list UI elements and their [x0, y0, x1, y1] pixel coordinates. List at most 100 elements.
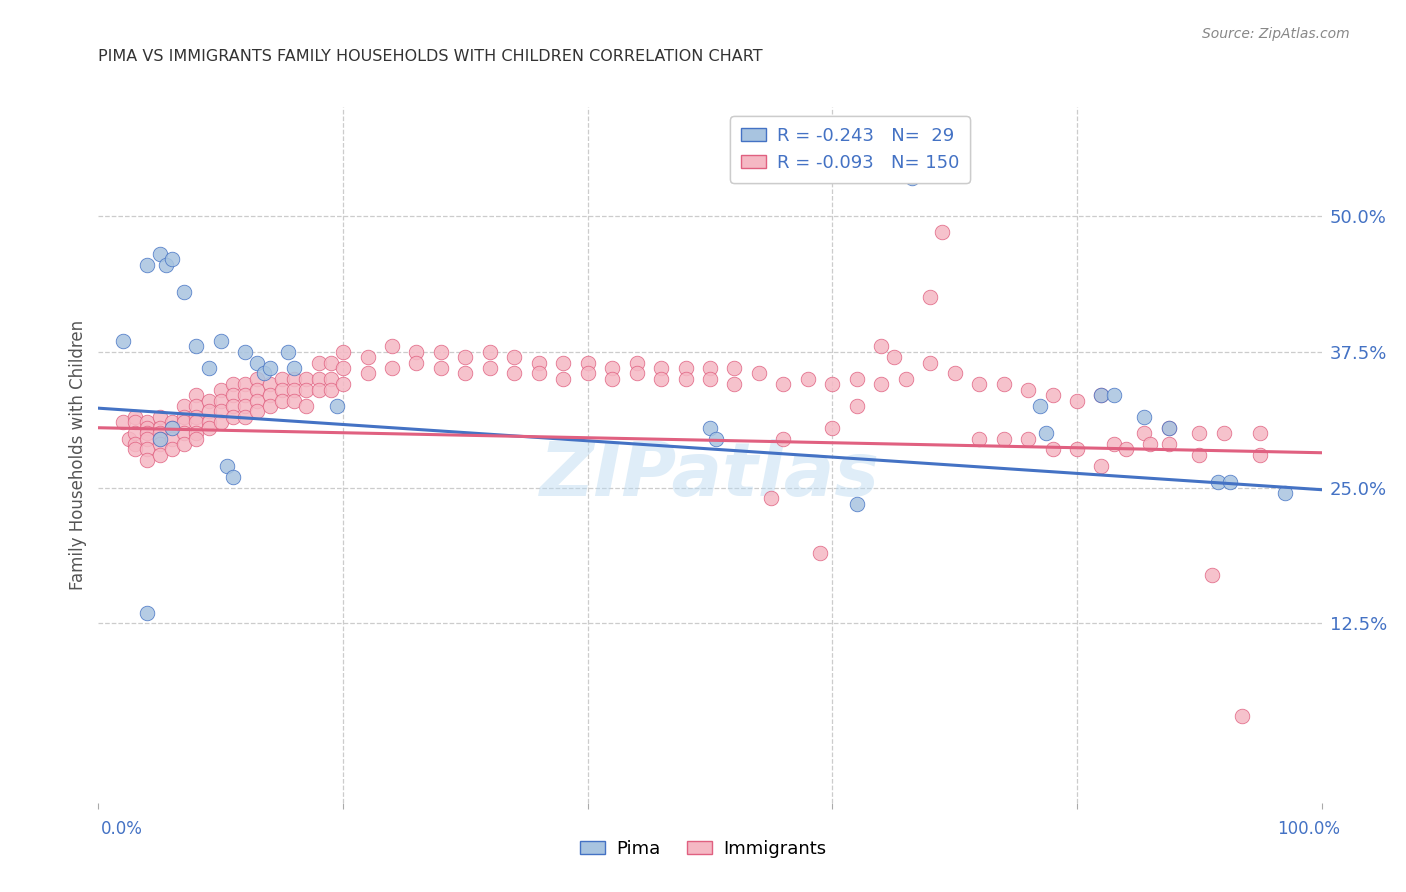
Point	[845, 372, 868, 386]
Text: ZIPatlas: ZIPatlas	[540, 439, 880, 512]
Point	[124, 442, 146, 457]
Point	[1029, 399, 1052, 413]
Point	[283, 372, 305, 386]
Point	[319, 372, 342, 386]
Point	[270, 372, 294, 386]
Point	[845, 497, 868, 511]
Point	[246, 372, 269, 386]
Point	[1212, 426, 1234, 441]
Point	[600, 361, 623, 376]
Point	[699, 361, 721, 376]
Point	[222, 469, 245, 483]
Point	[650, 361, 672, 376]
Point	[967, 377, 990, 392]
Point	[149, 247, 172, 261]
Point	[332, 361, 354, 376]
Point	[308, 355, 330, 369]
Point	[699, 421, 721, 435]
Point	[111, 415, 134, 429]
Point	[931, 225, 953, 239]
Point	[222, 388, 245, 402]
Point	[209, 383, 232, 397]
Point	[1066, 393, 1088, 408]
Point	[186, 426, 208, 441]
Point	[136, 453, 159, 467]
Point	[319, 355, 342, 369]
Point	[1102, 437, 1125, 451]
Point	[430, 344, 453, 359]
Point	[149, 448, 172, 462]
Point	[186, 399, 208, 413]
Point	[197, 393, 219, 408]
Point	[430, 361, 453, 376]
Point	[160, 432, 183, 446]
Point	[1230, 708, 1253, 723]
Point	[149, 432, 172, 446]
Point	[160, 421, 183, 435]
Point	[967, 432, 990, 446]
Point	[186, 432, 208, 446]
Point	[233, 399, 256, 413]
Point	[233, 344, 256, 359]
Point	[136, 426, 159, 441]
Point	[186, 415, 208, 429]
Point	[136, 421, 159, 435]
Point	[381, 339, 404, 353]
Point	[405, 344, 427, 359]
Point	[1115, 442, 1137, 457]
Point	[920, 290, 942, 304]
Point	[149, 426, 172, 441]
Point	[246, 393, 269, 408]
Point	[1090, 458, 1112, 473]
Point	[943, 367, 966, 381]
Point	[246, 383, 269, 397]
Point	[993, 432, 1015, 446]
Point	[478, 361, 501, 376]
Point	[209, 393, 232, 408]
Point	[503, 350, 526, 364]
Point	[259, 361, 281, 376]
Point	[186, 388, 208, 402]
Point	[173, 415, 195, 429]
Point	[356, 350, 378, 364]
Point	[1042, 442, 1064, 457]
Point	[160, 421, 183, 435]
Point	[197, 404, 219, 418]
Point	[675, 372, 697, 386]
Point	[626, 355, 648, 369]
Point	[894, 372, 917, 386]
Point	[124, 426, 146, 441]
Point	[1102, 388, 1125, 402]
Point	[222, 399, 245, 413]
Point	[136, 606, 159, 620]
Point	[1090, 388, 1112, 402]
Point	[186, 409, 208, 424]
Point	[901, 170, 924, 185]
Point	[118, 432, 141, 446]
Point	[246, 355, 269, 369]
Point	[173, 426, 195, 441]
Point	[124, 409, 146, 424]
Point	[553, 355, 575, 369]
Point	[1201, 567, 1223, 582]
Point	[704, 432, 727, 446]
Point	[1157, 421, 1180, 435]
Text: Source: ZipAtlas.com: Source: ZipAtlas.com	[1202, 27, 1350, 41]
Point	[124, 437, 146, 451]
Point	[319, 383, 342, 397]
Point	[111, 334, 134, 348]
Point	[1157, 421, 1180, 435]
Point	[699, 372, 721, 386]
Point	[124, 415, 146, 429]
Point	[173, 437, 195, 451]
Text: 0.0%: 0.0%	[101, 820, 143, 838]
Point	[173, 409, 195, 424]
Point	[1139, 437, 1161, 451]
Point	[186, 339, 208, 353]
Point	[1035, 426, 1057, 441]
Point	[246, 404, 269, 418]
Point	[808, 546, 831, 560]
Point	[1042, 388, 1064, 402]
Point	[160, 415, 183, 429]
Point	[209, 404, 232, 418]
